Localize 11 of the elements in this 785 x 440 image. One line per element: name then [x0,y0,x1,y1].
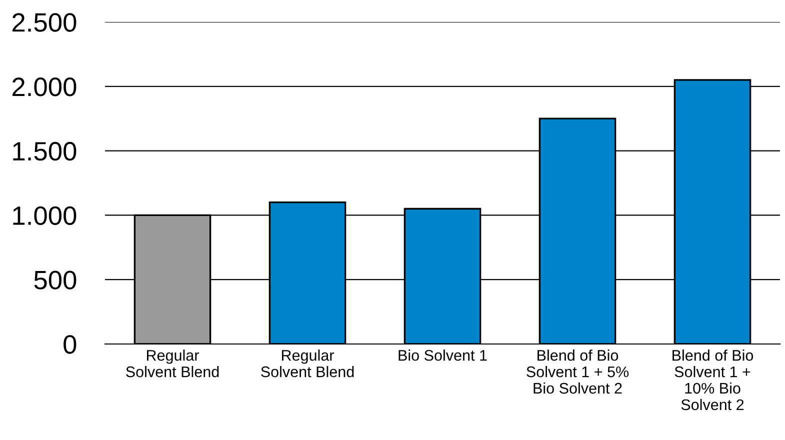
x-tick-label: Bio Solvent 1 [398,350,487,361]
y-tick-label: 0 [64,335,76,354]
x-tick-label: Blend of Bio Solvent 1 + 10% Bio Solvent 2 [672,350,754,410]
y-tick-label: 2.500 [12,13,76,32]
y-tick-label: 500 [34,270,76,290]
y-tick-label: 2.000 [12,78,76,96]
x-tick-label: Blend of Bio Solvent 1 + 5% Bio Solvent 2 [526,350,629,394]
y-tick-label: 1.000 [13,206,76,226]
y-tick-label: 1.500 [13,142,76,161]
x-tick-label: Regular Solvent Blend [261,350,354,378]
x-tick-label: Regular Solvent Blend [126,350,219,378]
